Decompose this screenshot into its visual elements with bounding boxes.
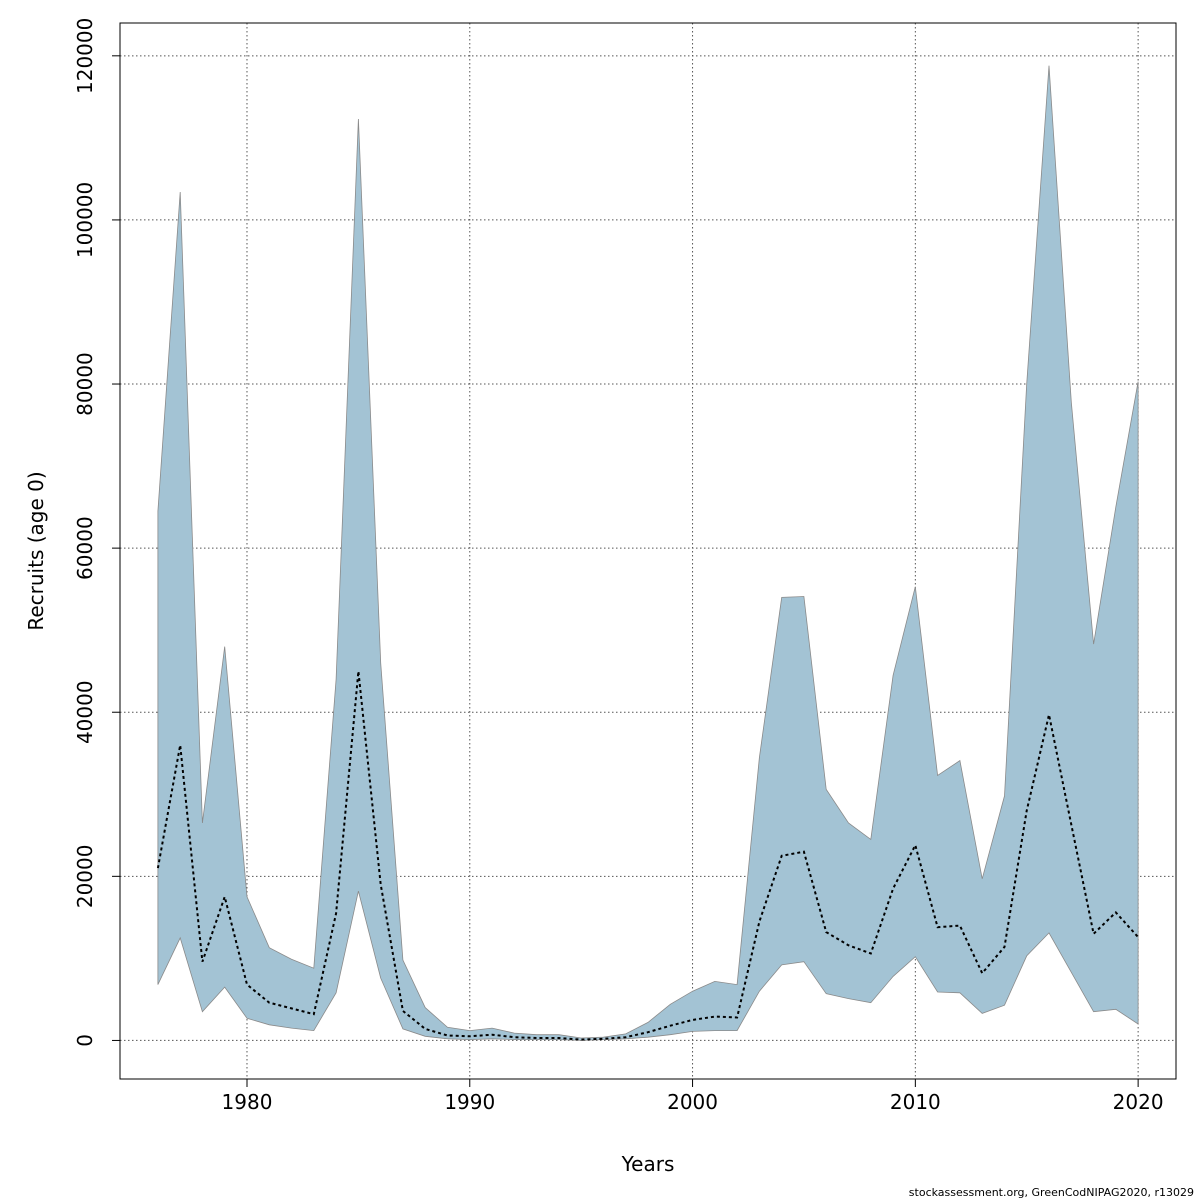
x-axis-title: Years xyxy=(621,1152,675,1176)
x-tick-label: 2020 xyxy=(1113,1090,1164,1114)
x-axis: 1980 1990 2000 2010 2020 xyxy=(222,1079,1164,1114)
estimate-line xyxy=(156,671,1139,1041)
confidence-band xyxy=(157,65,1139,1041)
y-tick-label: 120000 xyxy=(73,18,97,94)
plot-frame xyxy=(119,22,1177,1080)
y-tick-label: 40000 xyxy=(73,680,97,744)
y-tick-label: 80000 xyxy=(73,352,97,416)
x-tick-label: 2010 xyxy=(890,1090,941,1114)
y-axis-title: Recruits (age 0) xyxy=(24,471,48,630)
y-tick-label: 20000 xyxy=(73,845,97,909)
x-tick-label: 1990 xyxy=(444,1090,495,1114)
y-tick-label: 0 xyxy=(73,1034,97,1047)
credit-text: stockassessment.org, GreenCodNIPAG2020, … xyxy=(909,1186,1194,1199)
y-tick-label: 100000 xyxy=(73,182,97,258)
y-tick-label: 60000 xyxy=(73,516,97,580)
x-tick-label: 2000 xyxy=(667,1090,718,1114)
x-tick-label: 1980 xyxy=(222,1090,273,1114)
y-axis: 0 20000 40000 60000 80000 100000 120000 xyxy=(73,18,120,1047)
